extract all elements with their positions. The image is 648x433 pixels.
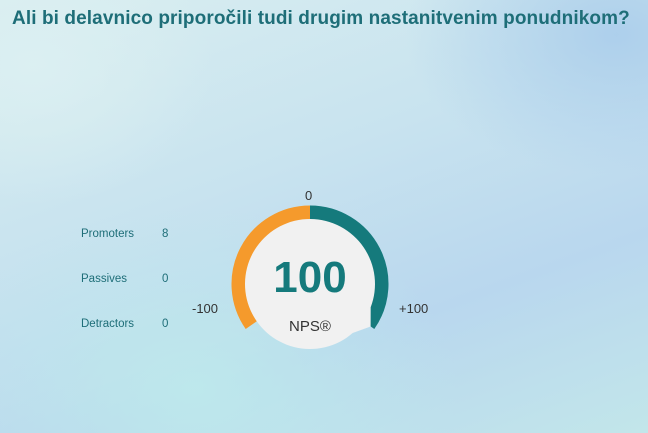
tick-label-zero: 0 (305, 188, 313, 203)
gauge-arc-positive (309, 205, 389, 330)
nps-label: NPS® (289, 318, 331, 335)
stat-row-detractors: Detractors 0 (81, 318, 181, 334)
stat-row-passives: Passives 0 (81, 273, 181, 289)
stat-value-detractors: 0 (162, 318, 169, 330)
stat-label-detractors: Detractors (81, 318, 135, 330)
stat-label-passives: Passives (81, 273, 128, 285)
tick-label-min: -100 (192, 301, 219, 316)
stat-label-promoters: Promoters (81, 228, 135, 240)
stat-value-passives: 0 (162, 273, 169, 285)
gauge-center-disc (244, 219, 375, 350)
nps-score: 100 (273, 253, 347, 302)
tick-label-max: +100 (399, 301, 429, 316)
gauge-arc-negative (231, 205, 311, 330)
question-title: Ali bi delavnico priporočili tudi drugim… (12, 8, 630, 29)
stat-row-promoters: Promoters 8 (81, 228, 181, 244)
stat-value-promoters: 8 (162, 228, 169, 240)
